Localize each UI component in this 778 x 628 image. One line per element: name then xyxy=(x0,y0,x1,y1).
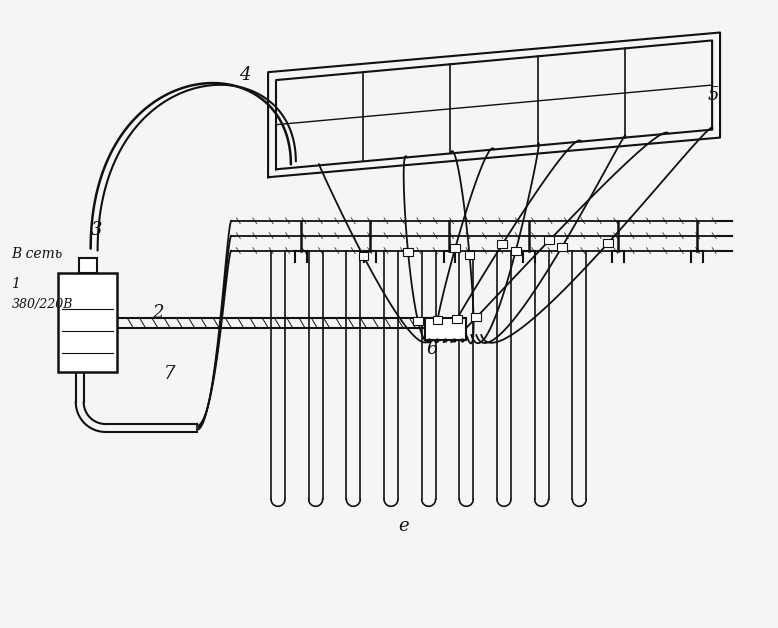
Bar xyxy=(79,259,96,273)
Text: 2: 2 xyxy=(152,304,163,322)
Bar xyxy=(452,315,462,323)
Text: 7: 7 xyxy=(164,365,176,384)
Bar xyxy=(433,316,443,324)
Bar xyxy=(403,248,413,256)
Bar xyxy=(359,252,369,260)
Text: 5: 5 xyxy=(707,86,719,104)
Text: 3: 3 xyxy=(91,220,102,239)
Text: В сеть: В сеть xyxy=(12,247,62,261)
Bar xyxy=(464,251,475,259)
Bar xyxy=(471,313,482,322)
Bar xyxy=(510,247,520,255)
Text: e: e xyxy=(398,517,408,535)
Text: 4: 4 xyxy=(240,66,251,84)
Bar xyxy=(58,273,117,372)
Bar xyxy=(413,317,423,325)
Bar xyxy=(557,244,566,251)
Text: 1: 1 xyxy=(12,277,20,291)
Bar xyxy=(545,237,554,244)
Bar xyxy=(603,239,613,247)
Text: 380/220В: 380/220В xyxy=(12,298,73,311)
Bar xyxy=(450,244,460,252)
Text: 6: 6 xyxy=(426,340,438,358)
Bar xyxy=(425,318,466,340)
Bar xyxy=(497,241,507,248)
